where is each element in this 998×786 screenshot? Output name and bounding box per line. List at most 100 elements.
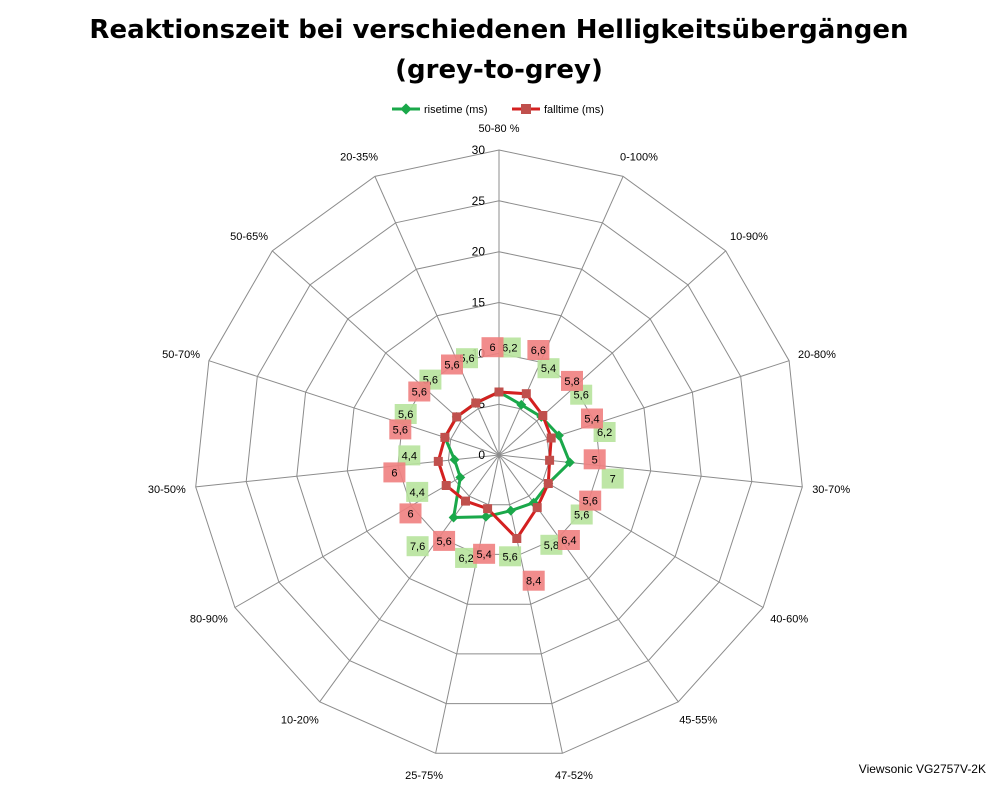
risetime-label-bg-9 — [406, 536, 429, 557]
falltime-label-bg-9 — [433, 530, 456, 551]
series-group — [433, 387, 575, 543]
grid-spoke-2 — [498, 250, 727, 456]
falltime-marker-0 — [494, 387, 504, 397]
risetime-marker-8 — [480, 511, 491, 522]
grid-spoke-14 — [374, 176, 500, 456]
grid-spoke-12 — [208, 360, 500, 456]
grid-spoke-1 — [498, 176, 624, 456]
falltime-label-bg-4 — [583, 449, 606, 470]
risetime-label-11: 4,4 — [402, 450, 417, 462]
category-label-6: 45-55% — [679, 715, 717, 727]
risetime-label-0: 6,2 — [502, 343, 517, 355]
grid-spoke-6 — [498, 454, 679, 703]
risetime-label-14: 5,6 — [459, 353, 474, 365]
falltime-label-4: 5 — [592, 454, 598, 466]
credit-text: Viewsonic VG2757V-2K — [859, 762, 986, 776]
tick-label-15: 15 — [472, 296, 486, 310]
risetime-label-bg-7 — [499, 546, 522, 567]
falltime-label-1: 6,6 — [531, 345, 546, 357]
falltime-label-bg-0 — [481, 337, 504, 358]
falltime-label-bg-3 — [581, 408, 603, 429]
falltime-marker-9 — [461, 496, 470, 506]
risetime-marker-10 — [455, 472, 466, 483]
legend-risetime-marker — [400, 103, 412, 115]
falltime-label-bg-7 — [522, 570, 545, 591]
falltime-label-bg-12 — [389, 419, 412, 440]
falltime-label-3: 5,4 — [584, 414, 599, 426]
falltime-label-13: 5,6 — [412, 387, 427, 399]
risetime-label-bg-4 — [601, 468, 624, 489]
category-label-5: 40-60% — [770, 614, 808, 626]
falltime-marker-2 — [538, 411, 548, 420]
risetime-label-8: 6,2 — [458, 553, 473, 565]
grid-spoke-13 — [271, 250, 500, 456]
falltime-label-bg-14 — [441, 354, 463, 375]
risetime-label-3: 6,2 — [597, 427, 612, 439]
falltime-marker-14 — [471, 398, 481, 408]
tick-label-0: 0 — [478, 448, 485, 462]
risetime-label-9: 7,6 — [410, 541, 425, 553]
falltime-marker-3 — [546, 433, 556, 443]
category-labels: 50-80 % 0-100% 10-90% 20-80% 30-70% 40-60% 45-… — [148, 123, 850, 782]
legend: risetime (ms) falltime (ms) — [392, 103, 604, 116]
risetime-label-6: 5,8 — [544, 540, 559, 552]
risetime-label-bg-1 — [537, 358, 560, 379]
grid-spoke-7 — [498, 454, 563, 754]
category-label-1: 0-100% — [620, 151, 658, 163]
risetime-label-2: 5,6 — [574, 390, 589, 402]
chart-title-line1: Reaktionszeit bei verschiedenen Helligke… — [89, 15, 908, 45]
risetime-label-bg-11 — [398, 445, 421, 466]
category-label-13: 50-65% — [230, 231, 268, 243]
legend-falltime-marker — [521, 104, 531, 114]
series-line-1 — [436, 390, 553, 540]
falltime-label-7: 8,4 — [526, 576, 541, 588]
falltime-label-6: 6,4 — [561, 535, 576, 547]
risetime-marker-7 — [505, 505, 516, 516]
tick-label-5: 5 — [478, 397, 485, 411]
falltime-marker-6 — [532, 503, 542, 513]
falltime-label-bg-10 — [399, 503, 422, 524]
risetime-label-bg-0 — [498, 337, 521, 358]
risetime-label-4: 7 — [610, 474, 616, 486]
falltime-label-9: 5,6 — [436, 536, 451, 548]
grid-spoke-10 — [234, 454, 500, 608]
category-label-9: 10-20% — [281, 715, 319, 727]
risetime-label-12: 5,6 — [398, 409, 413, 421]
falltime-marker-10 — [441, 481, 451, 490]
data-labels: 6,25,45,66,275,65,85,66,27,64,44,45,65,6… — [383, 337, 624, 591]
legend-risetime-label: risetime (ms) — [424, 104, 488, 116]
falltime-label-11: 6 — [391, 467, 397, 479]
falltime-marker-1 — [521, 389, 531, 399]
category-label-4: 30-70% — [812, 484, 850, 496]
falltime-marker-11 — [433, 456, 443, 466]
falltime-label-bg-13 — [408, 381, 431, 402]
risetime-marker-9 — [448, 512, 459, 523]
grid-ring-20 — [296, 251, 702, 655]
risetime-label-7: 5,6 — [502, 551, 517, 563]
falltime-marker-5 — [543, 479, 553, 488]
category-label-7: 47-52% — [555, 770, 593, 782]
category-label-0: 50-80 % — [479, 123, 520, 135]
risetime-label-bg-8 — [455, 547, 478, 568]
grid-ring-30 — [195, 149, 803, 754]
radar-grid — [195, 149, 803, 754]
grid-ring-25 — [245, 200, 753, 705]
falltime-label-bg-8 — [473, 543, 496, 564]
risetime-label-1: 5,4 — [541, 363, 556, 375]
category-label-10: 80-90% — [190, 614, 228, 626]
legend-item-risetime: risetime (ms) — [392, 103, 488, 116]
risetime-label-bg-12 — [394, 404, 417, 424]
risetime-marker-1 — [516, 399, 527, 410]
category-label-11: 30-50% — [148, 484, 186, 496]
risetime-marker-4 — [564, 457, 575, 468]
category-label-14: 20-35% — [340, 151, 378, 163]
risetime-label-bg-6 — [540, 534, 563, 555]
falltime-label-0: 6 — [489, 342, 495, 354]
grid-spoke-9 — [319, 454, 500, 703]
grid-ring-5 — [447, 403, 551, 506]
falltime-marker-4 — [545, 455, 555, 465]
chart-title-line2: (grey-to-grey) — [395, 55, 603, 85]
legend-item-falltime: falltime (ms) — [512, 104, 604, 116]
